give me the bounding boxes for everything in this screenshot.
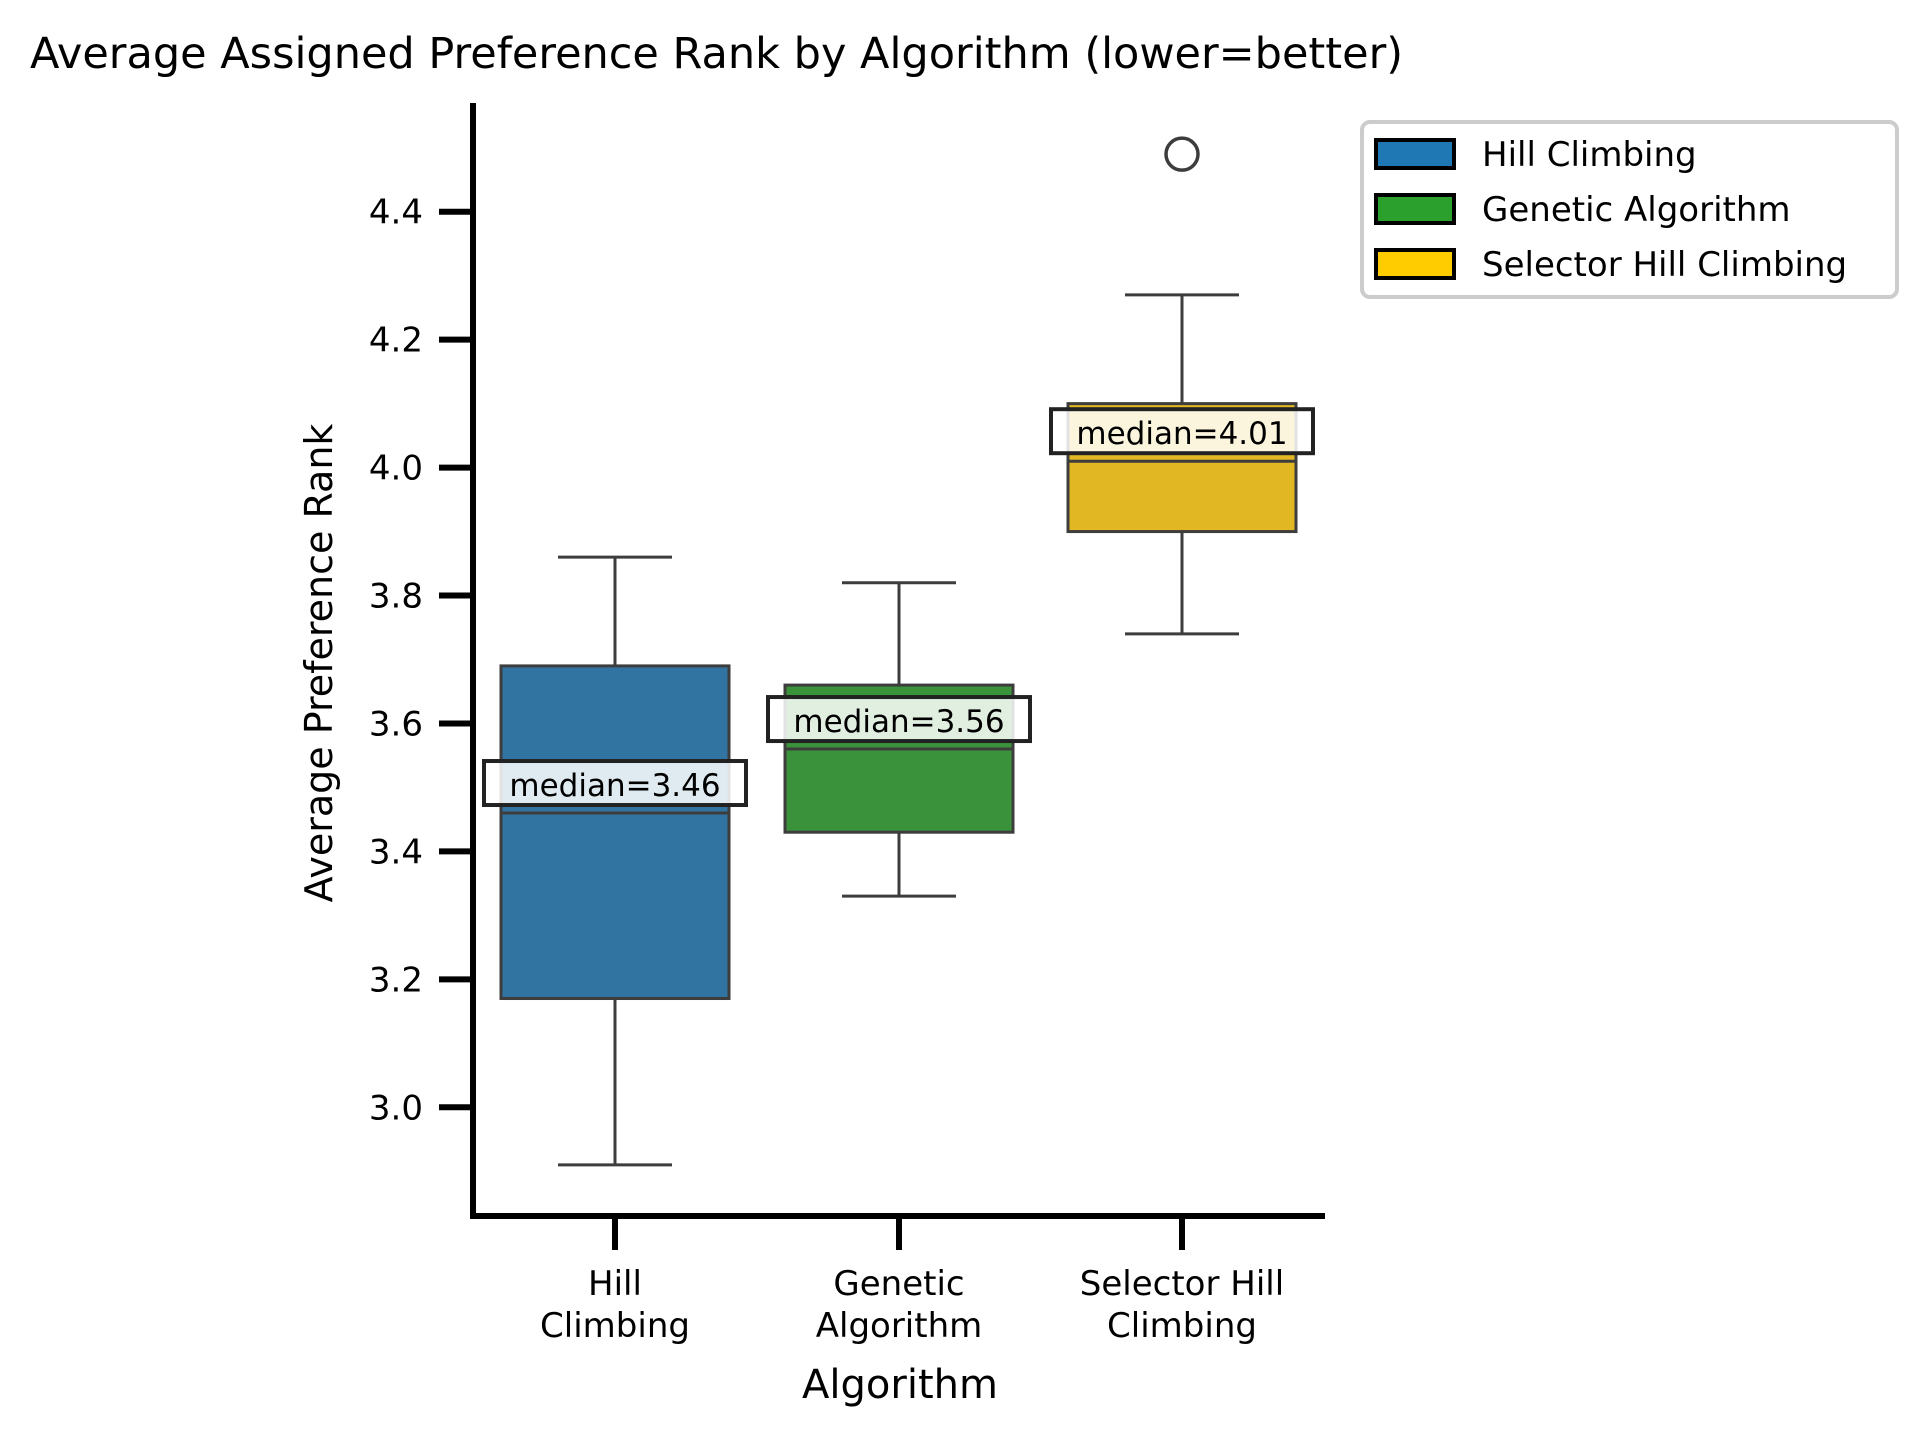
median-label-text: median=3.56 — [793, 704, 1004, 740]
legend: Hill Climbing Genetic Algorithm Selector H… — [1360, 120, 1899, 299]
x-tick-label: Hill Climbing — [540, 1264, 690, 1346]
median-label-text: median=3.46 — [509, 768, 720, 804]
y-tick-label: 4.0 — [369, 449, 423, 489]
iqr-box — [499, 664, 731, 1001]
legend-item-genetic-algorithm: Genetic Algorithm — [1374, 190, 1791, 230]
median-label-box — [766, 695, 1032, 744]
legend-swatch — [1374, 193, 1456, 225]
y-tick-label: 4.2 — [369, 321, 423, 361]
legend-label: Selector Hill Climbing — [1482, 245, 1847, 285]
median-label-text: median=4.01 — [1076, 416, 1287, 452]
y-tick-label: 3.6 — [369, 704, 423, 744]
x-tick-label: Genetic Algorithm — [816, 1264, 983, 1346]
legend-frame — [1360, 120, 1899, 299]
y-tick-label: 3.8 — [369, 577, 423, 617]
x-tick-label: Selector Hill Climbing — [1080, 1264, 1284, 1346]
boxes-layer — [499, 136, 1298, 1167]
outlier-point — [1164, 136, 1200, 172]
median-label-box — [1049, 407, 1315, 456]
y-axis-label: Average Preference Rank — [297, 424, 341, 903]
legend-label: Hill Climbing — [1482, 135, 1697, 175]
chart-title: Average Assigned Preference Rank by Algo… — [30, 29, 1403, 79]
median-label-selector-hill-climbing: median=4.01 — [1049, 407, 1315, 456]
legend-swatch — [1374, 138, 1456, 170]
median-label-box — [482, 759, 748, 808]
y-tick-label: 3.4 — [369, 832, 423, 872]
x-axis-label: Algorithm — [802, 1362, 998, 1408]
legend-item-hill-climbing: Hill Climbing — [1374, 135, 1697, 175]
legend-item-selector-hill-climbing: Selector Hill Climbing — [1374, 245, 1847, 285]
y-tick-label: 3.0 — [369, 1088, 423, 1128]
box-hill-climbing — [499, 555, 731, 1167]
legend-swatch — [1374, 248, 1456, 280]
median-label-genetic-algorithm: median=3.56 — [766, 695, 1032, 744]
box-selector-hill-climbing — [1066, 136, 1298, 636]
axes-layer: Hill Climbing Genetic Algorithm Selector Hil… — [369, 103, 1325, 1346]
legend-label: Genetic Algorithm — [1482, 190, 1791, 230]
median-label-hill-climbing: median=3.46 — [482, 759, 748, 808]
median-labels-layer: median=3.46 median=3.56 median=4.01 — [482, 407, 1315, 808]
y-tick-label: 4.4 — [369, 193, 423, 233]
y-tick-label: 3.2 — [369, 960, 423, 1000]
